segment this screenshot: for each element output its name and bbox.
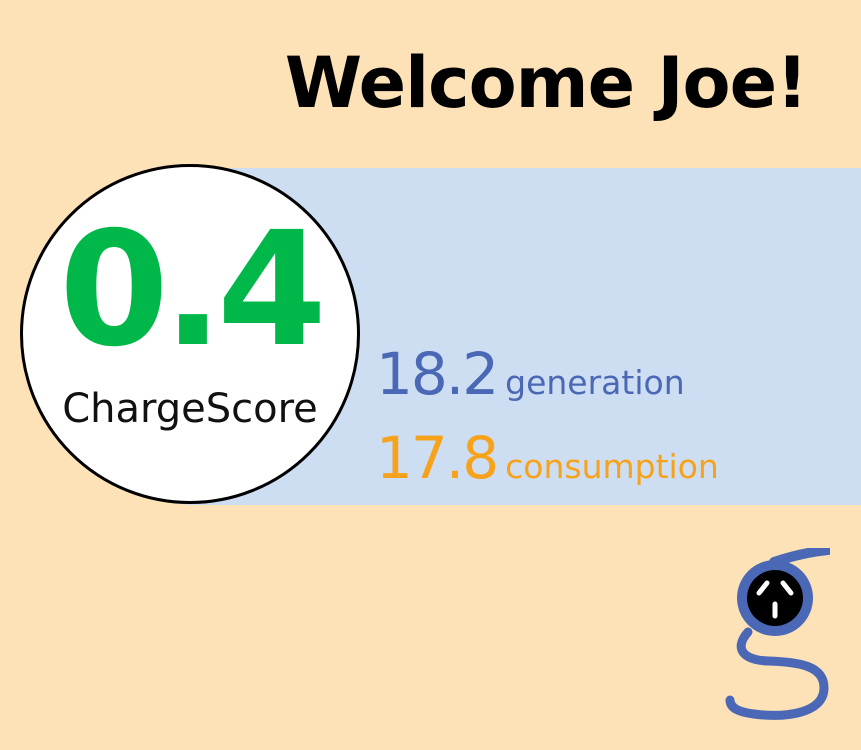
g-plug-logo-icon xyxy=(725,548,830,720)
consumption-label: consumption xyxy=(505,447,719,486)
generation-value: 18.2 xyxy=(376,340,499,408)
chargescore-value: 0.4 xyxy=(59,198,327,382)
welcome-heading: Welcome Joe! xyxy=(284,42,808,124)
generation-metric: 18.2 generation xyxy=(376,340,685,408)
consumption-value: 17.8 xyxy=(376,424,499,492)
generation-label: generation xyxy=(505,363,685,402)
consumption-metric: 17.8 consumption xyxy=(376,424,719,492)
chargescore-label: ChargeScore xyxy=(62,386,318,432)
chargescore-circle: 0.4 ChargeScore xyxy=(20,164,360,504)
